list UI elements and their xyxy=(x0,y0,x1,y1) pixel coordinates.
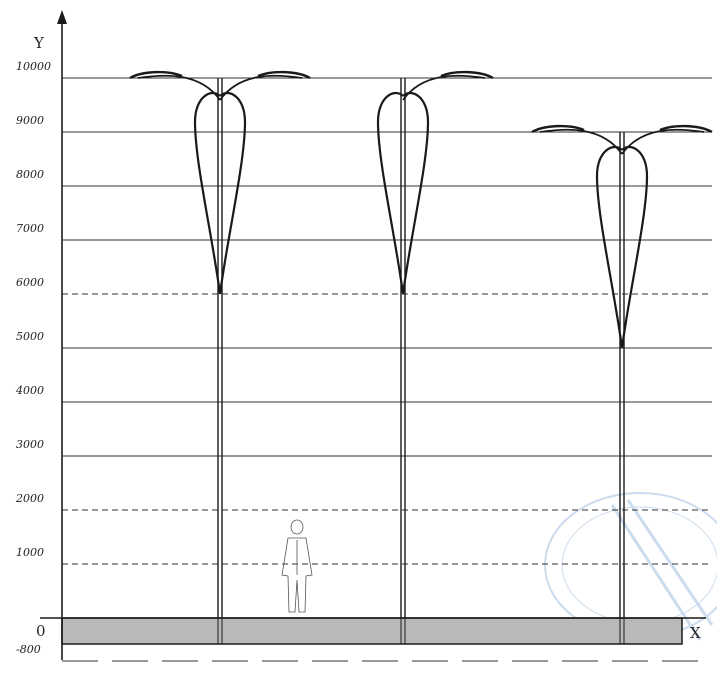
pole-3 xyxy=(531,124,713,644)
ground-slab-rect xyxy=(61,617,683,645)
pole-1 xyxy=(129,70,311,644)
height-gridlines xyxy=(62,77,712,662)
tick-label-9000: 9000 xyxy=(16,114,44,127)
tick-label-3000: 3000 xyxy=(16,438,44,451)
origin-label: 0 xyxy=(36,622,46,640)
tick-label-1000: 1000 xyxy=(16,546,44,559)
pole-arm-left xyxy=(193,91,222,295)
tick-label-4000: 4000 xyxy=(15,384,44,397)
street-light-poles xyxy=(129,70,713,644)
lamp-head-right xyxy=(257,70,311,80)
pole-crown-arm-right xyxy=(402,74,486,101)
pole-arm-right xyxy=(620,145,649,349)
pole-arm-right xyxy=(401,91,430,295)
y-axis-name: Y xyxy=(33,34,45,52)
human-scale-figure xyxy=(281,519,313,613)
height-tick-labels: 1000090008000700060005000400030002000100… xyxy=(15,60,51,656)
tick-label-5000: 5000 xyxy=(16,330,44,343)
y-axis-arrow-icon xyxy=(57,10,67,24)
tick-label-2000: 2000 xyxy=(15,492,44,505)
ground-slab xyxy=(61,617,683,645)
x-axis-name: X xyxy=(690,624,701,642)
person-head xyxy=(290,519,304,535)
pole-crown-arm-right xyxy=(219,74,303,101)
lamp-head-left xyxy=(129,70,183,80)
person-body xyxy=(281,537,313,613)
pole-arm-left xyxy=(376,91,405,295)
pole-crown-arm-left xyxy=(137,74,221,101)
lamp-head-right xyxy=(440,70,494,80)
tick-label-10000: 10000 xyxy=(16,60,51,73)
lamp-head-left xyxy=(531,124,585,134)
pole-2 xyxy=(376,70,494,644)
tick-label-7000: 7000 xyxy=(16,222,44,235)
pole-crown-arm-right xyxy=(621,128,705,155)
tick-label--800: -800 xyxy=(16,643,41,656)
axes: Y X 0 xyxy=(33,10,706,660)
pole-arm-right xyxy=(218,91,247,295)
tick-label-6000: 6000 xyxy=(16,276,44,289)
tick-label-8000: 8000 xyxy=(16,168,44,181)
lamp-head-right xyxy=(659,124,713,134)
pole-arm-left xyxy=(595,145,624,349)
pole-crown-arm-left xyxy=(539,128,623,155)
